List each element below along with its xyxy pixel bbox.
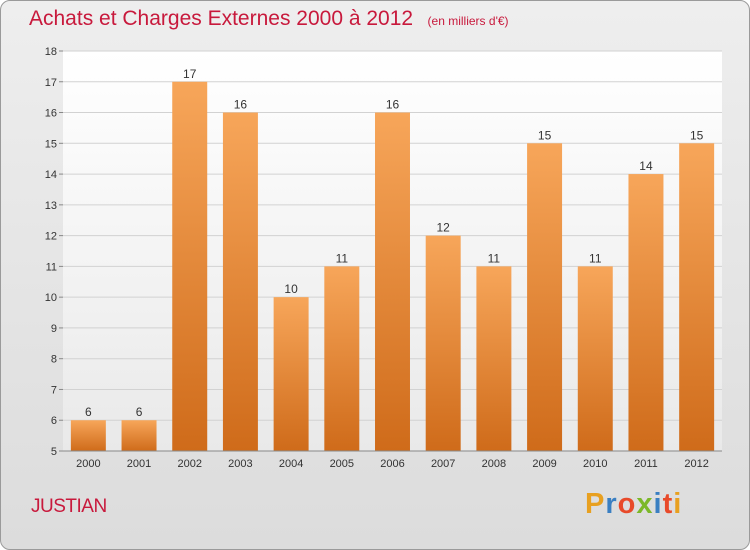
logo-letter: t [662, 488, 674, 520]
data-label: 6 [85, 405, 92, 419]
x-tick-label: 2009 [532, 458, 556, 470]
bar [172, 81, 208, 452]
logo-letter: i [673, 488, 683, 520]
data-label: 16 [234, 98, 248, 112]
y-tick-label: 8 [51, 354, 57, 366]
y-tick-label: 18 [45, 46, 57, 58]
y-tick-label: 10 [45, 292, 57, 304]
y-tick-label: 11 [46, 261, 57, 273]
x-axis: 2000 2001 2002 2003 2004 2005 2006 2007 2008 2009… [76, 458, 709, 470]
y-tick-label: 9 [51, 323, 57, 335]
bar [324, 266, 360, 451]
y-axis: 5 6 7 8 9 10 11 12 13 14 15 16 17 18 [45, 46, 63, 458]
x-tick-label: 2012 [684, 458, 708, 470]
bars [70, 81, 715, 452]
x-tick-label: 2004 [279, 458, 303, 470]
title-row: Achats et Charges Externes 2000 à 2012 (… [29, 7, 509, 31]
bar [577, 266, 613, 451]
logo-letter: i [653, 488, 663, 520]
logo-letter: r [605, 488, 618, 520]
x-tick-label: 2007 [431, 458, 455, 470]
data-labels: 6 6 17 16 10 11 16 12 11 15 11 14 15 [85, 67, 704, 419]
data-label: 17 [183, 67, 197, 81]
x-tick-label: 2005 [330, 458, 354, 470]
x-tick-label: 2002 [177, 458, 201, 470]
bar [679, 143, 715, 452]
x-tick-label: 2003 [228, 458, 252, 470]
logo-letter: x [636, 488, 654, 520]
bar [425, 235, 461, 451]
x-tick-label: 2010 [583, 458, 607, 470]
chart-unit: (en milliers d'€) [427, 14, 509, 28]
data-label: 15 [690, 128, 704, 142]
y-tick-label: 13 [45, 200, 57, 212]
data-label: 10 [284, 282, 298, 296]
y-tick-label: 5 [51, 446, 57, 458]
bar [70, 420, 106, 451]
y-tick-label: 7 [51, 384, 57, 396]
x-tick-label: 2001 [127, 458, 151, 470]
data-label: 16 [386, 98, 400, 112]
y-tick-label: 14 [45, 169, 57, 181]
data-label: 11 [488, 251, 501, 265]
x-tick-label: 2006 [380, 458, 404, 470]
y-tick-label: 6 [51, 415, 57, 427]
data-label: 6 [136, 405, 143, 419]
data-label: 11 [336, 251, 349, 265]
bar [273, 297, 309, 451]
bar [121, 420, 157, 451]
bar [628, 174, 664, 452]
y-tick-label: 15 [45, 138, 57, 150]
x-tick-label: 2008 [482, 458, 506, 470]
chart-title: Achats et Charges Externes 2000 à 2012 [29, 7, 414, 30]
x-tick-label: 2011 [634, 458, 658, 470]
bar [527, 143, 563, 452]
data-label: 11 [589, 251, 602, 265]
data-label: 12 [437, 221, 451, 235]
logo-letter: o [617, 488, 637, 520]
bar [375, 112, 410, 452]
data-label: 14 [639, 159, 653, 173]
bar [222, 112, 258, 452]
logo-letter: P [585, 488, 606, 520]
y-tick-label: 17 [45, 77, 57, 89]
bar [476, 266, 512, 451]
y-tick-label: 16 [45, 108, 57, 120]
y-tick-label: 12 [45, 231, 57, 243]
x-tick-label: 2000 [76, 458, 100, 470]
data-label: 15 [538, 128, 552, 142]
commune-name: JUSTIAN [31, 496, 107, 517]
proxiti-logo: Proxiti [585, 488, 682, 521]
